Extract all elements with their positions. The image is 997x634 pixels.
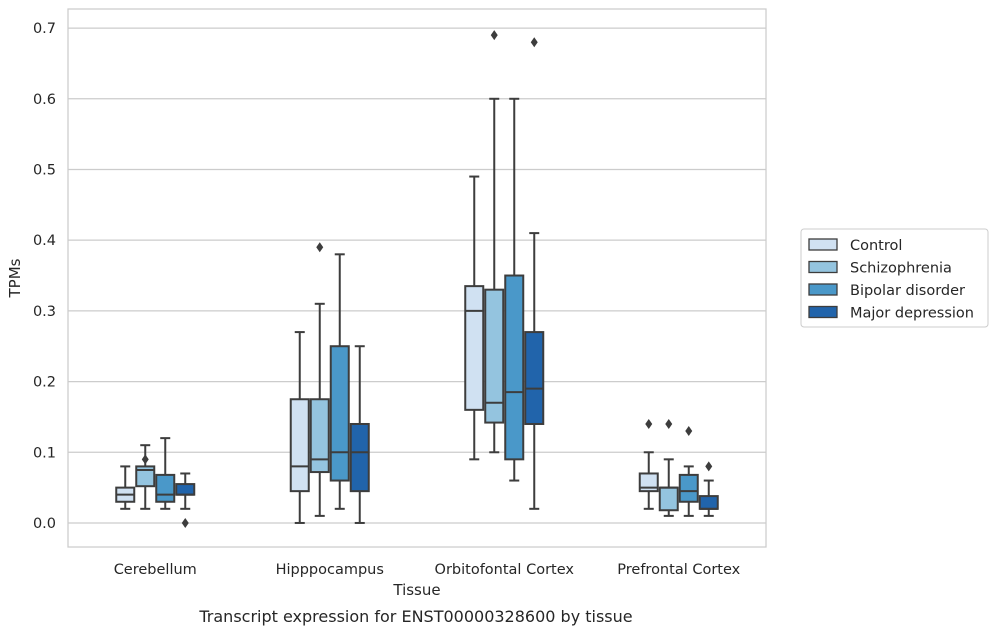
y-tick-label: 0.2: [33, 375, 56, 391]
legend-label: Schizophrenia: [850, 261, 952, 277]
box-body: [289, 398, 310, 493]
box-bipolar-disorder: [504, 97, 525, 482]
box-schizophrenia: [658, 418, 679, 517]
x-tick-label: Orbitofontal Cortex: [435, 562, 575, 578]
plot-frame: [67, 8, 767, 548]
box-body: [135, 465, 156, 488]
gridlines: [68, 27, 766, 524]
legend-swatch: [808, 260, 838, 274]
box-schizophrenia: [309, 242, 330, 517]
box-bipolar-disorder: [329, 253, 350, 510]
outlier-point: [181, 517, 189, 528]
box-major-depression: [524, 37, 545, 510]
y-tick-label: 0.6: [33, 92, 56, 108]
box-bipolar-disorder: [155, 437, 176, 510]
box-body: [658, 486, 679, 512]
x-axis-label: Tissue: [392, 581, 440, 599]
x-tick-label: Hipppocampus: [276, 562, 384, 578]
box-body: [484, 288, 505, 424]
box-body: [504, 274, 525, 461]
y-tick-label: 0.7: [33, 21, 56, 37]
box-body: [349, 422, 370, 493]
outlier-point: [490, 30, 498, 41]
outlier-point: [665, 418, 673, 429]
box-body: [329, 345, 350, 482]
legend-frame: [800, 228, 989, 328]
legend-label: Bipolar disorder: [850, 283, 965, 299]
box-control: [289, 331, 310, 524]
legend-swatch: [808, 238, 838, 251]
y-tick-label: 0.0: [33, 516, 56, 532]
box-body: [464, 285, 485, 411]
box-body: [175, 483, 196, 496]
y-tick-label: 0.5: [33, 162, 56, 178]
outlier-point: [705, 461, 713, 472]
y-tick-label: 0.3: [33, 304, 56, 320]
chart-caption: Transcript expression for ENST0000032860…: [198, 607, 632, 626]
box-schizophrenia: [484, 30, 505, 454]
box-bipolar-disorder: [678, 426, 699, 517]
box-major-depression: [175, 472, 196, 528]
y-tick-label: 0.1: [33, 445, 56, 461]
box-control: [115, 465, 136, 510]
legend-label: Major depression: [850, 306, 974, 322]
boxplots: [115, 30, 719, 528]
box-major-depression: [349, 345, 370, 524]
box-control: [638, 418, 659, 510]
box-major-depression: [698, 461, 719, 517]
outlier-point: [316, 242, 324, 253]
legend-swatch: [808, 305, 838, 319]
legend-swatch: [808, 283, 838, 296]
box-body: [155, 473, 176, 503]
x-axis-ticks: Cerebellum Hipppocampus Orbitofontal Corte…: [114, 562, 741, 578]
y-tick-label: 0.4: [33, 233, 56, 249]
x-tick-label: Prefrontal Cortex: [617, 562, 740, 578]
box-body: [309, 398, 330, 474]
y-axis-label: TPMs: [6, 258, 24, 298]
outlier-point: [645, 418, 653, 429]
box-control: [464, 175, 485, 461]
box-body: [524, 331, 545, 425]
legend-label: Control: [850, 238, 902, 254]
box-schizophrenia: [135, 444, 156, 510]
x-tick-label: Cerebellum: [114, 562, 197, 578]
y-axis-ticks: 0.0 0.1 0.2 0.3 0.4 0.5 0.6 0.7: [33, 21, 56, 532]
outlier-point: [530, 37, 538, 48]
box-body: [698, 495, 719, 510]
box-body: [678, 473, 699, 503]
outlier-point: [141, 454, 149, 465]
legend: Control Schizophrenia Bipolar disorder Majo…: [800, 228, 989, 328]
outlier-point: [685, 426, 693, 437]
